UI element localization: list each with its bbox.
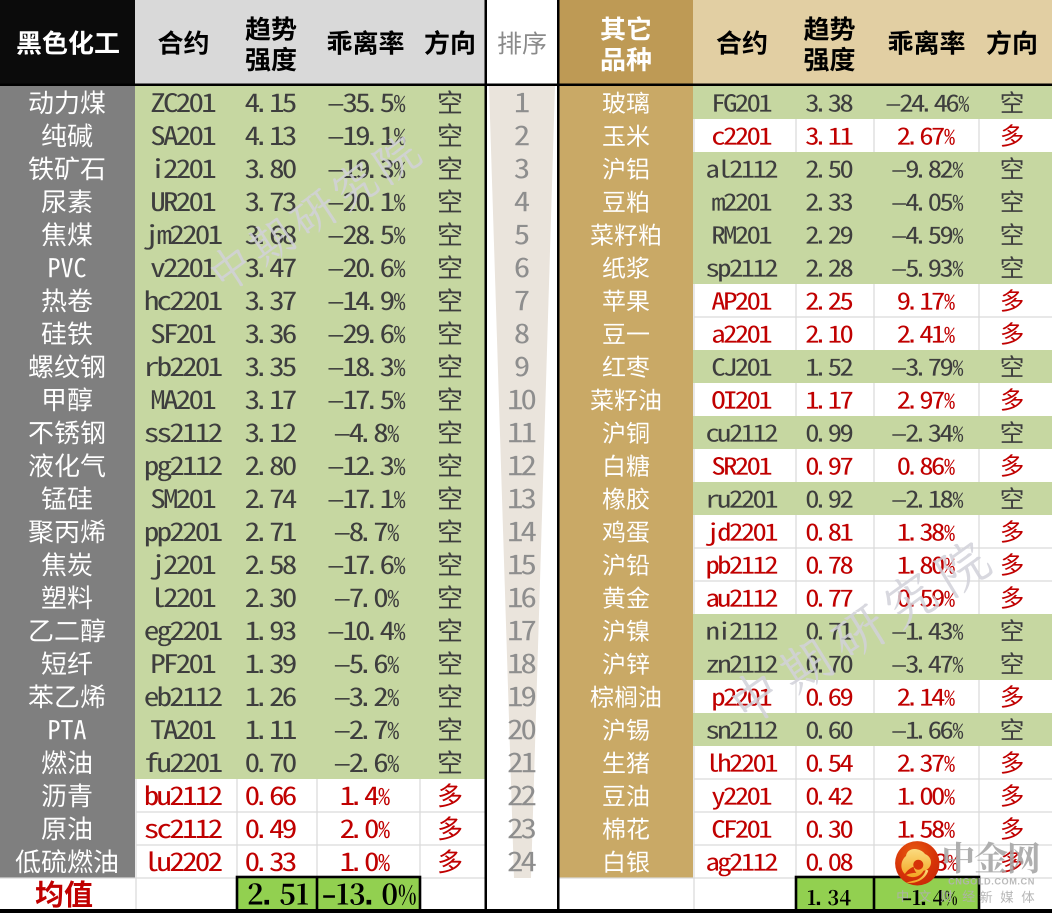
svg-text:CNGOLD.COM.CN: CNGOLD.COM.CN: [948, 877, 1035, 887]
